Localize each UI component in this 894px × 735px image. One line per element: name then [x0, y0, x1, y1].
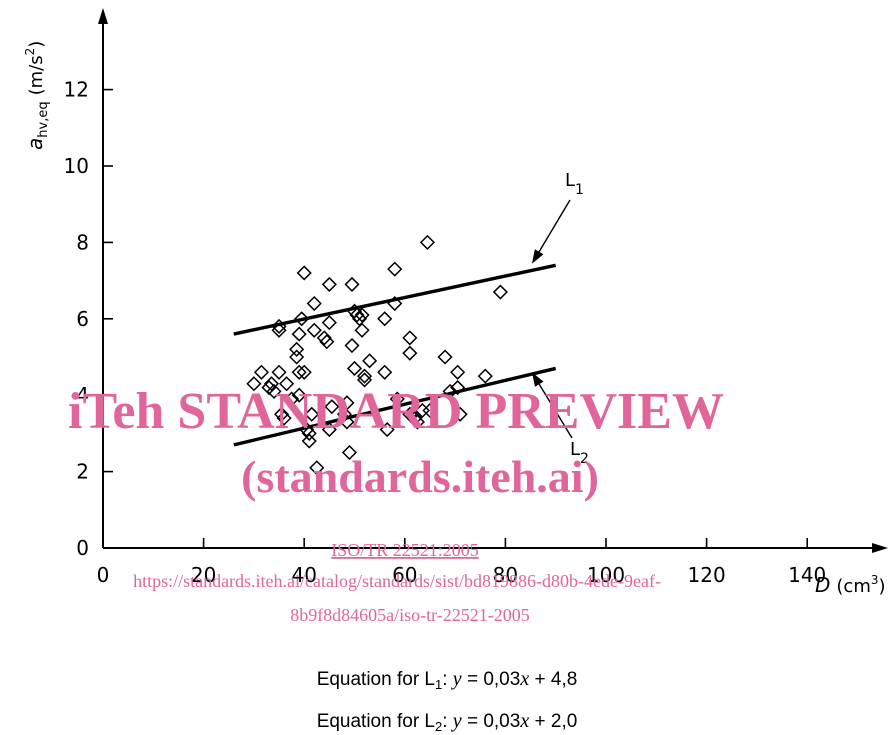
data-point [291, 364, 307, 380]
watermark-doc-id: ISO/TR 22521:2005 [331, 540, 479, 560]
data-point [336, 406, 353, 422]
data-point [316, 330, 332, 346]
watermark-title: iTeh STANDARD PREVIEW [68, 383, 724, 440]
data-point [294, 311, 310, 327]
axis-ticks: 0 20 40 60 80 100 120 140 0 2 4 6 8 10 12 [64, 78, 827, 587]
y-tick-label: 6 [76, 307, 89, 331]
data-point [276, 410, 292, 426]
data-point [419, 234, 435, 250]
y-tick-label: 10 [64, 154, 89, 178]
data-point [349, 307, 365, 323]
data-point [306, 322, 322, 338]
data-point [274, 406, 290, 422]
y-tick-label: 12 [64, 78, 89, 102]
data-point [422, 402, 438, 419]
watermark-url-line1[interactable]: https://standards.iteh.ai/catalog/standa… [133, 571, 661, 591]
data-point [344, 276, 360, 292]
data-point [362, 353, 378, 369]
data-point [266, 383, 282, 399]
x-tick-label: 20 [191, 563, 216, 587]
x-tick-label: 60 [392, 563, 417, 587]
data-point [344, 337, 360, 354]
x-tick-label: 40 [291, 563, 316, 587]
fit-line-l2 [233, 366, 557, 447]
y-tick-label: 8 [76, 230, 89, 254]
data-point [450, 379, 466, 396]
data-point [301, 425, 317, 441]
data-point [321, 276, 337, 292]
data-point [354, 307, 370, 323]
fit-lines [233, 263, 557, 447]
data-point [271, 364, 287, 380]
data-point [304, 406, 320, 422]
data-point [387, 261, 403, 277]
data-point [477, 368, 493, 384]
x-tick-label: 80 [493, 563, 518, 587]
fit-line-l1 [233, 263, 557, 336]
data-point [341, 444, 358, 461]
data-point [296, 265, 312, 281]
data-point [354, 322, 370, 338]
data-point [319, 334, 335, 350]
data-point [291, 387, 307, 403]
data-point [402, 345, 418, 361]
scatter-chart: 0 20 40 60 80 100 120 140 0 2 4 6 8 10 12 ahv,eq(m/s2)… [23, 8, 888, 597]
data-point [306, 295, 322, 312]
l1-leader-arrow [531, 199, 571, 264]
watermark-url-line2[interactable]: 8b9f8d84605a/iso-tr-22521-2005 [290, 605, 530, 625]
data-point [450, 364, 466, 380]
data-point [301, 433, 317, 449]
y-tick-label: 4 [76, 383, 89, 407]
data-point [339, 395, 355, 411]
x-tick-label: 140 [788, 563, 826, 587]
l1-label: L1 [565, 170, 584, 198]
data-point [492, 284, 508, 300]
data-point [246, 376, 262, 392]
data-point [437, 349, 453, 365]
data-point [291, 326, 307, 342]
data-point [409, 414, 425, 430]
data-point [442, 383, 458, 399]
y-axis-label: ahv,eq(m/s2) [23, 41, 51, 150]
data-point [377, 311, 393, 327]
x-tick-label: 120 [688, 563, 726, 587]
data-point [414, 402, 430, 419]
data-point [263, 376, 280, 392]
x-axis-label: D (cm3) [815, 573, 886, 597]
watermark-subtitle: (standards.iteh.ai) [241, 451, 599, 502]
data-point [309, 460, 325, 476]
y-axis-arrow [98, 8, 108, 24]
x-axis-arrow [872, 543, 888, 553]
y-tick-label: 0 [76, 536, 89, 560]
data-point [296, 364, 312, 380]
data-point [402, 330, 418, 346]
data-point [407, 410, 423, 426]
data-point [452, 406, 468, 422]
data-point [321, 315, 337, 331]
data-point [379, 422, 395, 438]
data-point [324, 399, 340, 415]
l2-label: L2 [570, 439, 589, 467]
equation-l2: Equation for L2: y = 0,03x + 2,0 [316, 710, 578, 734]
data-point [321, 422, 337, 438]
l2-leader-arrow [531, 372, 573, 439]
data-point [356, 368, 373, 384]
equation-l1: Equation for L1: y = 0,03x + 4,8 [316, 668, 578, 692]
data-point [289, 349, 305, 365]
data-point [284, 391, 300, 407]
x-tick-label: 0 [97, 563, 110, 587]
data-point [346, 360, 363, 377]
data-point [279, 376, 295, 392]
data-point [253, 364, 270, 380]
x-tick-label: 100 [587, 563, 625, 587]
data-point [377, 364, 393, 380]
data-point [289, 341, 305, 357]
y-tick-label: 2 [76, 460, 89, 484]
